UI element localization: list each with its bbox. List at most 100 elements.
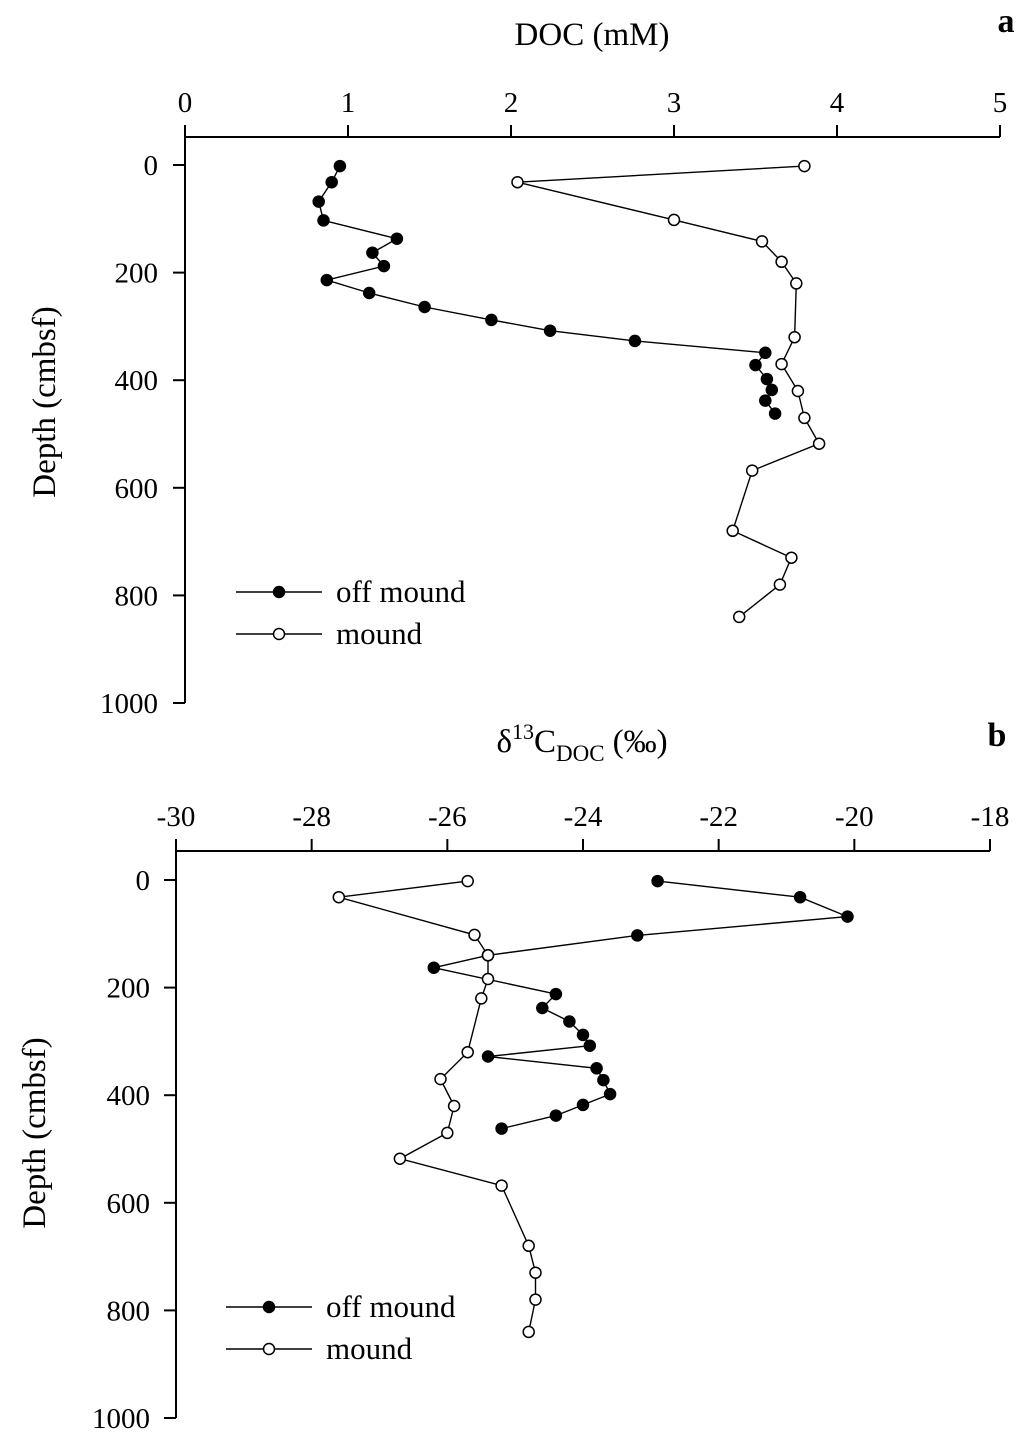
panel-b-y-tick-label: 600 bbox=[107, 1188, 151, 1220]
panel-b-mound-point bbox=[529, 1293, 542, 1306]
panel-a-y-axis-title: Depth (cmbsf) bbox=[27, 306, 63, 498]
panel-b-axis-title-unit: (‰) bbox=[613, 724, 668, 760]
panel-a-mound-point bbox=[726, 524, 739, 538]
panel-b-off-mound-point bbox=[597, 1073, 610, 1087]
panel-a-off-mound-point bbox=[317, 214, 330, 227]
panel-b-legend-off-mound-marker bbox=[262, 1300, 276, 1314]
panel-b-axis-title-sup: 13 bbox=[512, 719, 534, 744]
panel-b-off-mound-point bbox=[576, 1028, 590, 1042]
panel-b-mound-point bbox=[461, 1045, 474, 1059]
panel-b-off-mound-point bbox=[549, 987, 563, 1001]
panel-b-axis-title-c: C bbox=[534, 724, 556, 760]
panel-a-legend-off-mound-label: off mound bbox=[336, 574, 466, 609]
panel-b-x-tick-label: -24 bbox=[564, 801, 603, 833]
panel-a-legend-off-mound-marker bbox=[272, 585, 286, 599]
panel-b-mound-point bbox=[495, 1179, 508, 1192]
panel-b-mound-point bbox=[481, 949, 495, 962]
panel-b-y-tick-label: 1000 bbox=[92, 1403, 150, 1435]
panel-b-off-mound-point bbox=[495, 1122, 508, 1135]
panel-b-off-mound-point bbox=[793, 890, 807, 904]
panel-b-x-tick-label: -20 bbox=[835, 801, 874, 833]
panel-b-mound-point bbox=[332, 890, 346, 904]
panel-a-mound-point bbox=[790, 277, 803, 290]
panel-b-y-tick-label: 800 bbox=[107, 1295, 151, 1327]
panel-a-off-mound-point bbox=[418, 300, 431, 314]
panel-b-mound-point bbox=[475, 992, 488, 1005]
panel-b-mound-point bbox=[522, 1239, 535, 1253]
panel-b-off-mound-point bbox=[590, 1062, 603, 1075]
panel-b-d13c-chart: δ13CDOC (‰) b Depth (cmbsf) -30 -28 -26 -24 -… bbox=[17, 717, 1009, 1435]
panel-b-y-tick-label: 400 bbox=[107, 1080, 151, 1112]
panel-b-legend-mound-label: mound bbox=[326, 1331, 413, 1366]
panel-a-mound-point bbox=[798, 411, 811, 425]
panel-a-off-mound-point bbox=[390, 232, 404, 245]
panel-a-off-mound-point bbox=[760, 372, 774, 386]
panel-b-letter: b bbox=[988, 717, 1007, 754]
panel-b-x-tick-label: -30 bbox=[157, 801, 196, 833]
panel-b-x-tick-label: -18 bbox=[971, 801, 1010, 833]
panel-a-off-mound-point bbox=[749, 358, 762, 372]
panel-b-off-mound-point bbox=[549, 1109, 563, 1122]
panel-a-x-tick-label: 2 bbox=[504, 87, 519, 119]
panel-a-off-mound-point bbox=[377, 259, 391, 273]
panel-b-off-mound-point bbox=[427, 961, 441, 974]
panel-b-mound-point bbox=[468, 928, 481, 942]
panel-a-y-tick-label: 400 bbox=[115, 365, 159, 397]
panel-a-off-mound-point bbox=[628, 334, 642, 348]
panel-b-off-mound-point bbox=[536, 1001, 549, 1015]
panel-a-axis-title: DOC (mM) bbox=[515, 17, 670, 53]
panel-b-mound-point bbox=[522, 1325, 535, 1339]
panel-a-mound-point bbox=[667, 213, 681, 227]
panel-b-off-mound-point bbox=[583, 1039, 597, 1052]
panel-a-mound-point bbox=[791, 384, 805, 398]
panel-b-off-mound-point bbox=[563, 1015, 576, 1028]
panel-b-off-mound-point bbox=[603, 1087, 617, 1101]
panel-b-y-tick-label: 0 bbox=[136, 865, 151, 897]
panel-a-off-mound-point bbox=[765, 383, 779, 397]
panel-b-mound-point bbox=[447, 1099, 461, 1113]
panel-a-y-tick-label: 600 bbox=[115, 473, 159, 505]
panel-a-mound-point bbox=[755, 235, 769, 248]
panel-a-mound-point bbox=[775, 255, 788, 269]
panel-a-mound-point bbox=[785, 551, 798, 564]
panel-a-mound-point bbox=[732, 610, 746, 624]
panel-a-mound-point bbox=[788, 330, 801, 344]
panel-a-mound-point bbox=[745, 464, 759, 477]
panel-a-off-mound-point bbox=[312, 195, 325, 208]
panel-a-y-tick-label: 0 bbox=[144, 150, 159, 182]
panel-b-off-mound-point bbox=[651, 874, 664, 888]
panel-a-off-mound-line bbox=[317, 165, 776, 415]
panel-a-mound-point bbox=[798, 159, 811, 173]
panel-a-mound-point bbox=[812, 437, 826, 450]
panel-b-mound-point bbox=[441, 1126, 454, 1140]
panel-a-off-mound-point bbox=[333, 159, 347, 173]
panel-a-off-mound-point bbox=[325, 175, 338, 189]
panel-a-off-mound-point bbox=[320, 273, 334, 287]
panel-b-mound-point bbox=[461, 874, 474, 888]
panel-a-legend-mound-label: mound bbox=[336, 616, 423, 651]
panel-a-x-tick-label: 1 bbox=[341, 87, 356, 119]
panel-a-x-tick-label: 3 bbox=[667, 87, 682, 119]
panel-b-mound-point bbox=[481, 972, 495, 986]
panel-b-axis-title: δ13CDOC (‰) bbox=[496, 719, 667, 766]
panel-a-legend-mound-marker bbox=[272, 627, 286, 641]
panel-b-off-mound-point bbox=[841, 910, 854, 923]
panel-b-x-tick-label: -26 bbox=[428, 801, 467, 833]
panel-b-off-mound-line bbox=[433, 880, 848, 1130]
panel-b-mound-point bbox=[529, 1266, 542, 1279]
panel-a-letter: a bbox=[998, 3, 1015, 40]
panel-b-y-axis-title: Depth (cmbsf) bbox=[17, 1037, 53, 1229]
panel-b-off-mound-point bbox=[576, 1098, 590, 1112]
panel-b-mound-point bbox=[434, 1072, 447, 1086]
panel-a-mound-line bbox=[517, 165, 821, 618]
panel-a-off-mound-point bbox=[543, 324, 557, 337]
panel-a-y-tick-label: 800 bbox=[115, 580, 159, 612]
panel-b-off-mound-point bbox=[481, 1050, 495, 1063]
panel-a-doc-chart: DOC (mM) a Depth (cmbsf) 0 1 2 3 4 5 0 200 400 60… bbox=[27, 3, 1015, 720]
panel-b-y-tick-label: 200 bbox=[107, 973, 151, 1005]
panel-a-off-mound-point bbox=[366, 246, 379, 259]
panel-b-mound-point bbox=[393, 1152, 407, 1165]
panel-a-off-mound-point bbox=[362, 286, 376, 300]
panel-b-legend-off-mound-label: off mound bbox=[326, 1289, 456, 1324]
